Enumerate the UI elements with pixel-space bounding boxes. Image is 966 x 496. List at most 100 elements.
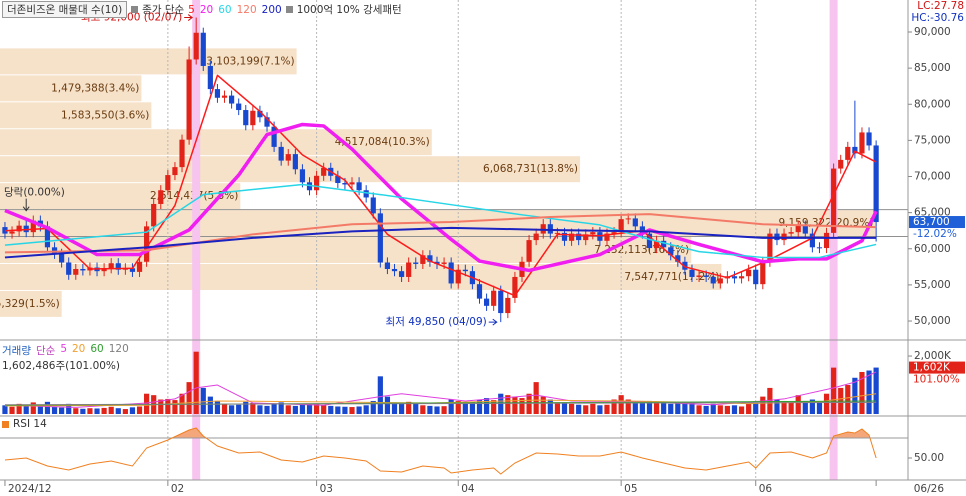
volume-bar bbox=[760, 396, 766, 414]
volume-bar bbox=[675, 402, 681, 414]
candle-body bbox=[384, 262, 391, 269]
candle-body bbox=[172, 167, 178, 176]
candle-body bbox=[158, 190, 164, 204]
legend-square bbox=[285, 6, 293, 13]
rsi-header: RSI 14 bbox=[2, 418, 47, 430]
x-tick-label: 04 bbox=[461, 483, 475, 495]
volume-bar bbox=[342, 406, 348, 414]
candle-body bbox=[653, 240, 660, 249]
volume-bar bbox=[767, 387, 773, 414]
volume-bar bbox=[632, 401, 638, 414]
candle-body bbox=[533, 233, 539, 241]
volume-bar bbox=[2, 405, 8, 414]
volume-bar bbox=[349, 407, 355, 414]
legend-entry: 5 bbox=[188, 3, 195, 16]
candle-body bbox=[363, 190, 369, 198]
candle-body bbox=[59, 253, 65, 263]
legend-entry: 5 bbox=[60, 343, 67, 355]
volume-bar bbox=[427, 405, 433, 414]
candle-body bbox=[753, 269, 759, 285]
volume-bar bbox=[9, 406, 15, 414]
candle-body bbox=[243, 110, 249, 126]
candle-body bbox=[462, 269, 468, 272]
candle-body bbox=[349, 182, 355, 185]
price-header: 더존비즈온 매물대 수(10) 종가 단순 5 20 60 120 200 1000억 … bbox=[2, 1, 402, 18]
moving-average bbox=[4, 401, 877, 406]
candle-body bbox=[632, 218, 638, 227]
volume-bar bbox=[554, 402, 561, 414]
candle-body bbox=[568, 233, 575, 241]
volume-bar bbox=[469, 401, 476, 414]
volume-bar bbox=[30, 402, 36, 414]
volume-bar bbox=[59, 407, 65, 414]
volume-bar bbox=[512, 396, 518, 414]
volume-bar bbox=[483, 398, 490, 414]
x-tick-label: 05 bbox=[624, 483, 637, 495]
volume-bar bbox=[434, 406, 440, 414]
candle-body bbox=[760, 261, 766, 285]
candle-body bbox=[30, 220, 36, 233]
volume-profile-bar bbox=[0, 102, 152, 129]
candle-body bbox=[151, 203, 157, 227]
volume-bar bbox=[221, 403, 228, 414]
volume-bar bbox=[441, 406, 447, 414]
candle-body bbox=[873, 145, 879, 223]
volume-bar bbox=[292, 405, 298, 414]
volume-bar bbox=[115, 408, 121, 414]
candle-body bbox=[427, 255, 433, 262]
volume-legend-row: 거래량 단순 5 20 60 120 bbox=[2, 343, 129, 358]
candle-body bbox=[16, 225, 22, 232]
candle-body bbox=[420, 255, 426, 264]
volume-bar bbox=[420, 405, 426, 414]
volume-bar bbox=[661, 402, 667, 414]
volume-bar bbox=[618, 395, 624, 414]
candle-body bbox=[767, 233, 773, 262]
candle-body bbox=[264, 117, 270, 127]
volume-profile-label: 645,329(1.5%) bbox=[0, 298, 60, 310]
volume-bar bbox=[873, 367, 879, 414]
candle-body bbox=[845, 146, 851, 160]
volume-bar bbox=[44, 401, 51, 414]
volume-bar bbox=[243, 401, 249, 414]
pattern-label: 1000억 10% 강세패턴 bbox=[296, 4, 402, 16]
chart-title[interactable]: 더존비즈온 매물대 수(10) bbox=[2, 1, 128, 18]
volume-bar bbox=[16, 403, 22, 414]
volume-bar bbox=[278, 402, 284, 414]
volume-bar bbox=[356, 406, 362, 414]
volume-bar bbox=[214, 400, 221, 414]
volume-bar bbox=[122, 409, 128, 414]
candle-body bbox=[781, 233, 787, 241]
legend-entry: 200 bbox=[261, 3, 282, 16]
candle-body bbox=[498, 290, 504, 314]
candle-body bbox=[866, 132, 872, 146]
volume-bar bbox=[526, 393, 532, 414]
candle-body bbox=[391, 268, 398, 272]
candle-body bbox=[476, 284, 483, 299]
volume-bar bbox=[264, 405, 270, 414]
annotation: 당락(0.00%) bbox=[4, 187, 65, 199]
volume-bar bbox=[328, 405, 334, 414]
legend-entry: 120 bbox=[236, 3, 257, 16]
volume-bar bbox=[285, 405, 291, 414]
volume-bar bbox=[172, 400, 178, 414]
candle-body bbox=[306, 182, 313, 191]
y-tick-label: 55,000 bbox=[914, 279, 951, 291]
volume-bar bbox=[250, 402, 256, 414]
candle-body bbox=[271, 126, 277, 147]
candle-body bbox=[51, 247, 58, 254]
volume-bar bbox=[583, 405, 589, 414]
candle-body bbox=[299, 169, 306, 183]
volume-title: 거래량 bbox=[2, 345, 31, 357]
x-tick-label: 06/26 bbox=[914, 483, 945, 495]
volume-bar bbox=[129, 407, 136, 414]
candle-body bbox=[788, 232, 794, 234]
candle-body bbox=[689, 269, 695, 277]
price-tag bbox=[909, 216, 965, 229]
volume-bar bbox=[413, 403, 419, 414]
volume-bar bbox=[710, 403, 716, 414]
volume-bar bbox=[561, 402, 568, 414]
y-tick-label: 85,000 bbox=[914, 62, 951, 74]
candle-body bbox=[66, 262, 72, 275]
x-tick-label: 06 bbox=[759, 483, 773, 495]
